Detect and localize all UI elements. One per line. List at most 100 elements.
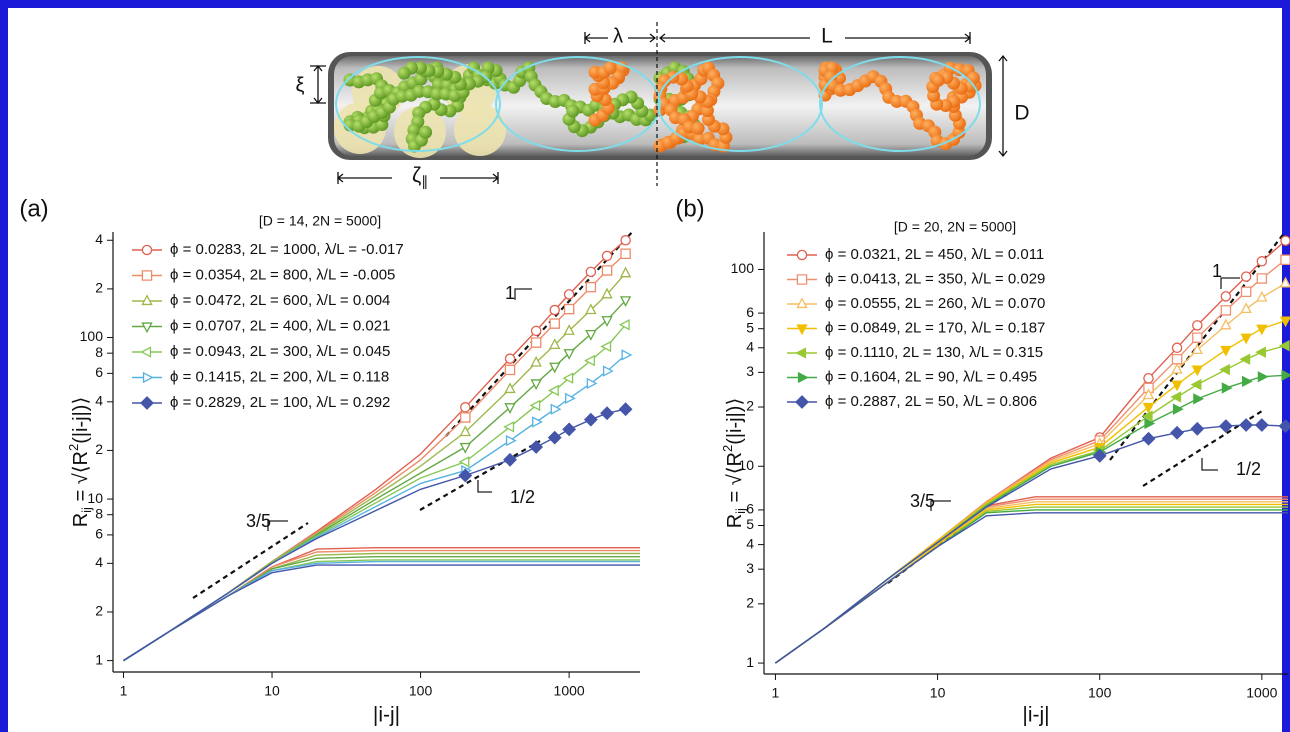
y-tick-label: 3 <box>746 560 754 576</box>
marker <box>532 416 543 428</box>
marker <box>1220 305 1232 316</box>
plateau-line <box>123 564 640 662</box>
y-tick-label: 1 <box>746 654 754 670</box>
marker <box>563 324 575 335</box>
legend-label: ϕ = 0.2887, 2L = 50, λ/L = 0.806 <box>825 393 1037 410</box>
marker <box>1278 339 1290 352</box>
bead <box>430 87 444 101</box>
slope-label: 1/2 <box>510 487 535 507</box>
legend-marker <box>796 324 808 336</box>
legend-label: ϕ = 0.0283, 2L = 1000, λ/L = -0.017 <box>170 241 404 258</box>
y-tick-label: 6 <box>95 364 103 380</box>
legend-label: ϕ = 0.1110, 2L = 130, λ/L = 0.315 <box>825 344 1043 361</box>
marker <box>1142 388 1155 400</box>
marker <box>600 406 614 421</box>
marker <box>563 289 575 300</box>
marker <box>530 337 542 348</box>
marker <box>1220 291 1232 302</box>
y-axis-title: Rij = √⟨R2(|i-j|)⟩ <box>66 397 94 528</box>
marker <box>460 412 471 423</box>
bead <box>413 61 427 75</box>
marker <box>504 364 516 376</box>
x-tick-label: 1 <box>120 683 128 699</box>
y-tick-label: 10 <box>738 457 754 473</box>
marker <box>1171 362 1183 374</box>
x-tick-label: 1 <box>772 685 780 701</box>
marker <box>1280 254 1290 266</box>
marker <box>529 440 544 454</box>
slope-label: 1 <box>505 283 515 303</box>
y-axis-title-part: R <box>724 514 746 528</box>
legend-marker <box>140 396 154 410</box>
marker <box>549 362 561 374</box>
marker <box>504 382 516 394</box>
marker <box>601 250 613 262</box>
y-axis-title-part: 2 <box>720 445 735 452</box>
marker <box>583 412 598 427</box>
marker <box>1192 320 1203 331</box>
legend-marker <box>796 274 808 285</box>
y-tick-label: 5 <box>746 319 754 335</box>
lambda-label: λ <box>613 25 623 47</box>
marker <box>1143 373 1154 384</box>
legend-label: ϕ = 0.0849, 2L = 170, λ/L = 0.187 <box>825 319 1045 336</box>
legend-marker <box>796 297 808 309</box>
L-label: L <box>821 25 833 48</box>
legend-label: ϕ = 0.0321, 2L = 450, λ/L = 0.011 <box>825 246 1044 263</box>
marker <box>618 402 633 417</box>
marker <box>530 355 542 367</box>
bead <box>397 66 411 80</box>
bead <box>603 61 617 75</box>
slope-label: 3/5 <box>910 491 935 511</box>
bead <box>588 65 602 79</box>
x-tick-label: 100 <box>409 683 433 699</box>
marker <box>1257 371 1269 383</box>
marker <box>1141 410 1153 422</box>
marker <box>618 319 630 331</box>
y-axis-title-part: (|i-j|)⟩ <box>724 398 746 445</box>
marker <box>563 349 575 360</box>
zeta-symbol: ζ <box>412 164 421 187</box>
marker <box>548 384 559 397</box>
zeta-subscript: ∥ <box>421 173 428 189</box>
marker <box>530 379 542 391</box>
marker <box>585 303 597 315</box>
marker <box>585 329 597 341</box>
legend-marker <box>795 395 809 409</box>
y-axis-title-part: R <box>70 513 92 527</box>
blob <box>454 104 506 156</box>
marker <box>619 266 632 278</box>
subtitle: [D = 20, 2N = 5000] <box>894 219 1016 235</box>
beads <box>343 61 982 153</box>
y-axis-title-part: 2 <box>66 444 81 451</box>
marker <box>549 338 561 350</box>
legend-label: ϕ = 0.0555, 2L = 260, λ/L = 0.070 <box>825 295 1045 312</box>
marker <box>562 422 577 437</box>
marker <box>547 430 562 445</box>
y-axis-title-part: (|i-j|)⟩ <box>70 397 92 444</box>
marker <box>1192 332 1203 343</box>
marker <box>503 452 517 467</box>
marker <box>1220 345 1232 357</box>
y-tick-label: 2 <box>746 398 754 414</box>
legend-marker <box>796 249 808 261</box>
legend-label: ϕ = 0.1604, 2L = 90, λ/L = 0.495 <box>825 368 1037 385</box>
y-tick-label: 8 <box>95 505 103 521</box>
bead <box>566 104 580 118</box>
marker <box>1240 271 1252 282</box>
marker <box>1171 380 1183 392</box>
y-axis-title-part: = √⟨R <box>724 452 746 508</box>
y-tick-label: 10 <box>87 490 103 506</box>
marker <box>619 296 632 307</box>
bead <box>931 73 945 87</box>
marker <box>1280 235 1290 246</box>
y-tick-label: 4 <box>746 338 754 354</box>
x-tick-label: 10 <box>930 685 946 701</box>
marker <box>563 303 575 315</box>
zeta-arrow <box>336 172 500 184</box>
marker <box>458 468 473 483</box>
slope-label: 3/5 <box>246 511 271 531</box>
lambda-arrow <box>583 32 657 44</box>
